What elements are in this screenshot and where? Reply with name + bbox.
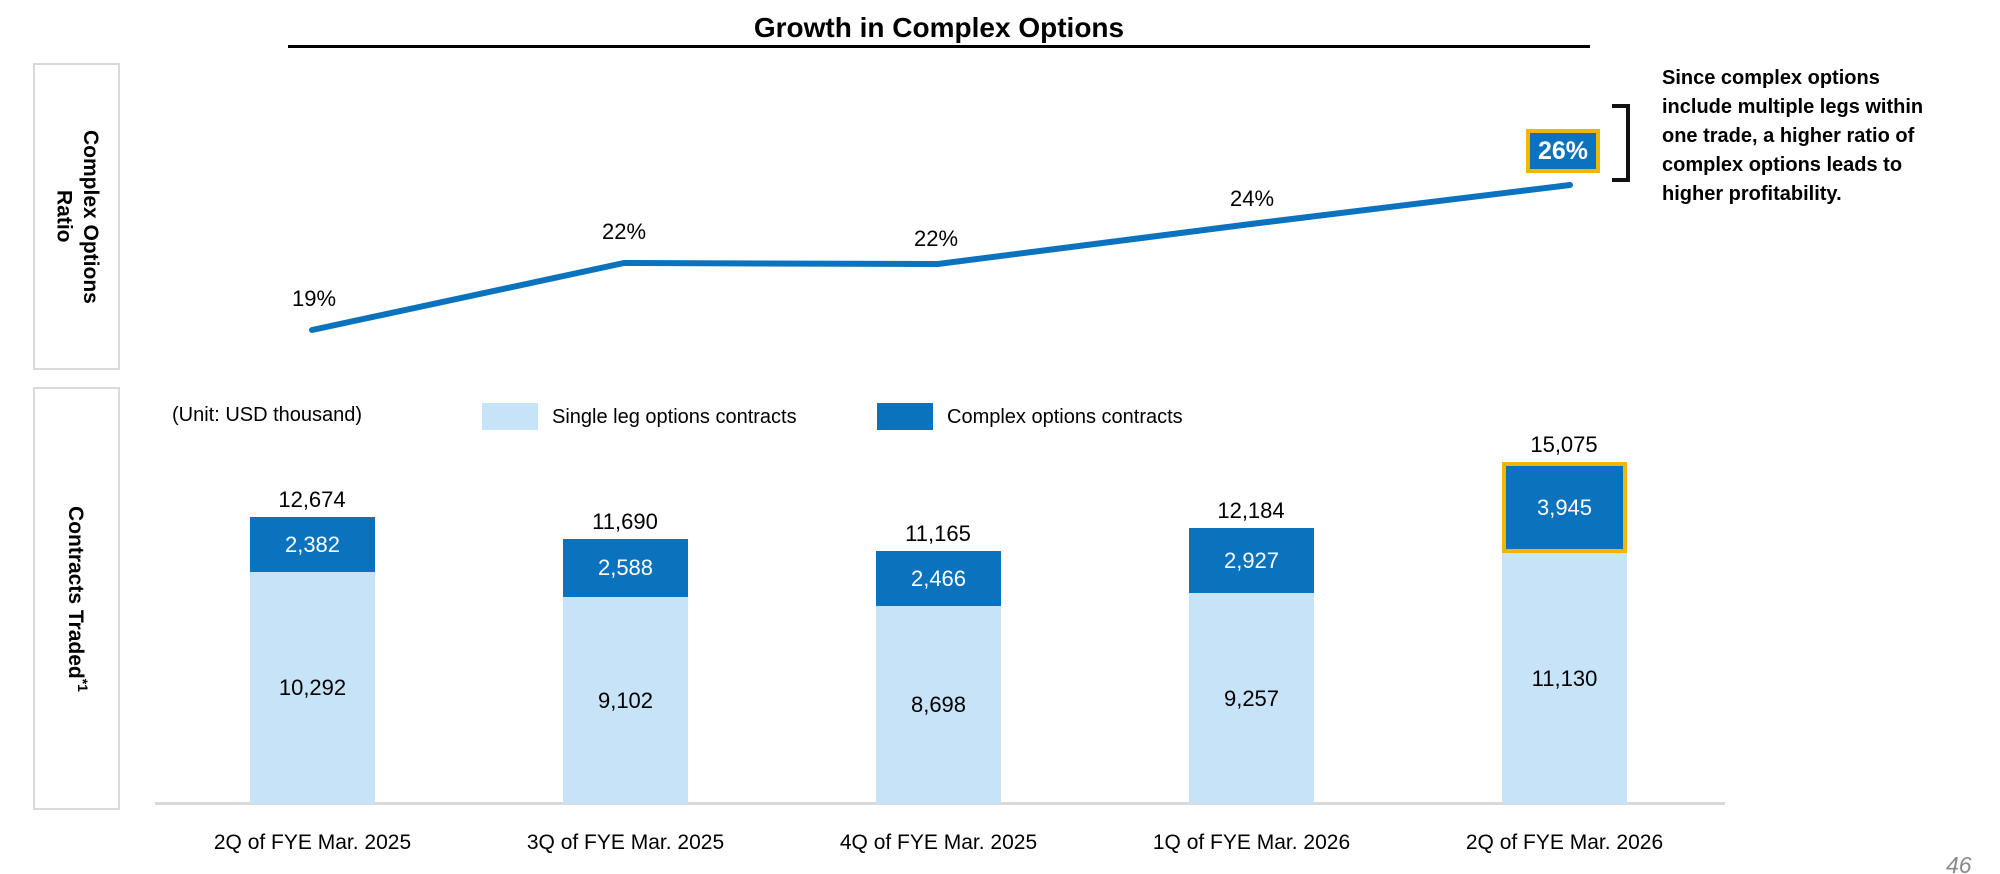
ratio-line-series — [309, 182, 1573, 333]
bar-segment-complex: 2,927 — [1189, 528, 1314, 593]
bar-total-label: 15,075 — [1530, 432, 1598, 457]
legend-swatch-single-leg — [482, 403, 538, 430]
section-box-contracts-traded: Contracts Traded*1 — [33, 387, 120, 810]
page-title: Growth in Complex Options — [753, 12, 1125, 43]
bar-1q-fye-2026: 2,927 9,257 — [1189, 528, 1314, 804]
ratio-highlight-badge: 26% — [1526, 129, 1600, 173]
unit-label: (Unit: USD thousand) — [172, 404, 363, 426]
annotation-line: include multiple legs within — [1662, 96, 1924, 118]
bar-3q-fye-2025: 2,588 9,102 — [563, 539, 688, 804]
bar-segment-complex-highlighted: 3,945 — [1502, 462, 1627, 553]
x-axis-label-1: 2Q of FYE Mar. 2025 — [213, 831, 412, 854]
title-underline — [288, 45, 1590, 48]
x-axis-label-5: 2Q of FYE Mar. 2026 — [1465, 831, 1664, 854]
section-label-line1: Complex Options — [78, 129, 102, 304]
contracts-label-text: Contracts Traded — [64, 505, 88, 679]
ratio-point-label-2: 22% — [601, 219, 647, 244]
annotation-line: higher profitability. — [1662, 183, 1842, 205]
page-number: 46 — [1946, 852, 1972, 874]
bar-2q-fye-2025: 2,382 10,292 — [250, 517, 375, 804]
bar-segment-complex: 2,588 — [563, 539, 688, 597]
bar-4q-fye-2025: 2,466 8,698 — [876, 551, 1001, 804]
legend-swatch-complex — [877, 403, 933, 430]
bar-segment-complex: 2,382 — [250, 517, 375, 572]
annotation-text: Since complex options include multiple l… — [1662, 64, 1982, 209]
bar-total-label: 12,184 — [1217, 498, 1285, 523]
bar-segment-single: 9,102 — [563, 597, 688, 804]
annotation-line: one trade, a higher ratio of — [1662, 125, 1915, 147]
ratio-point-label-1: 19% — [291, 286, 337, 311]
annotation-bracket — [1612, 104, 1630, 182]
ratio-point-label-3: 22% — [913, 226, 959, 251]
bar-total-label: 11,165 — [905, 521, 971, 546]
x-axis-label-3: 4Q of FYE Mar. 2025 — [839, 831, 1038, 854]
bar-total-label: 12,674 — [278, 487, 346, 512]
legend-label-complex: Complex options contracts — [947, 406, 1183, 428]
bar-segment-single: 10,292 — [250, 572, 375, 804]
bar-segment-single: 8,698 — [876, 606, 1001, 804]
annotation-line: Since complex options — [1662, 67, 1880, 89]
ratio-point-label-4: 24% — [1229, 186, 1275, 211]
section-label-contracts-traded: Contracts Traded*1 — [62, 506, 91, 692]
bar-segment-single: 9,257 — [1189, 593, 1314, 804]
legend-label-single-leg: Single leg options contracts — [552, 406, 797, 428]
contracts-footnote-marker: *1 — [75, 678, 92, 692]
bar-total-label: 11,690 — [592, 509, 658, 534]
x-axis-label-2: 3Q of FYE Mar. 2025 — [526, 831, 725, 854]
section-box-complex-options-ratio: Complex Options Ratio — [33, 63, 120, 370]
bar-segment-single: 11,130 — [1502, 553, 1627, 804]
section-label-complex-options-ratio: Complex Options Ratio — [50, 130, 103, 304]
bar-segment-complex: 2,466 — [876, 551, 1001, 606]
annotation-line: complex options leads to — [1662, 154, 1903, 176]
section-label-line2: Ratio — [52, 190, 76, 243]
x-axis-label-4: 1Q of FYE Mar. 2026 — [1152, 831, 1351, 854]
bar-2q-fye-2026: 3,945 11,130 — [1502, 462, 1627, 804]
